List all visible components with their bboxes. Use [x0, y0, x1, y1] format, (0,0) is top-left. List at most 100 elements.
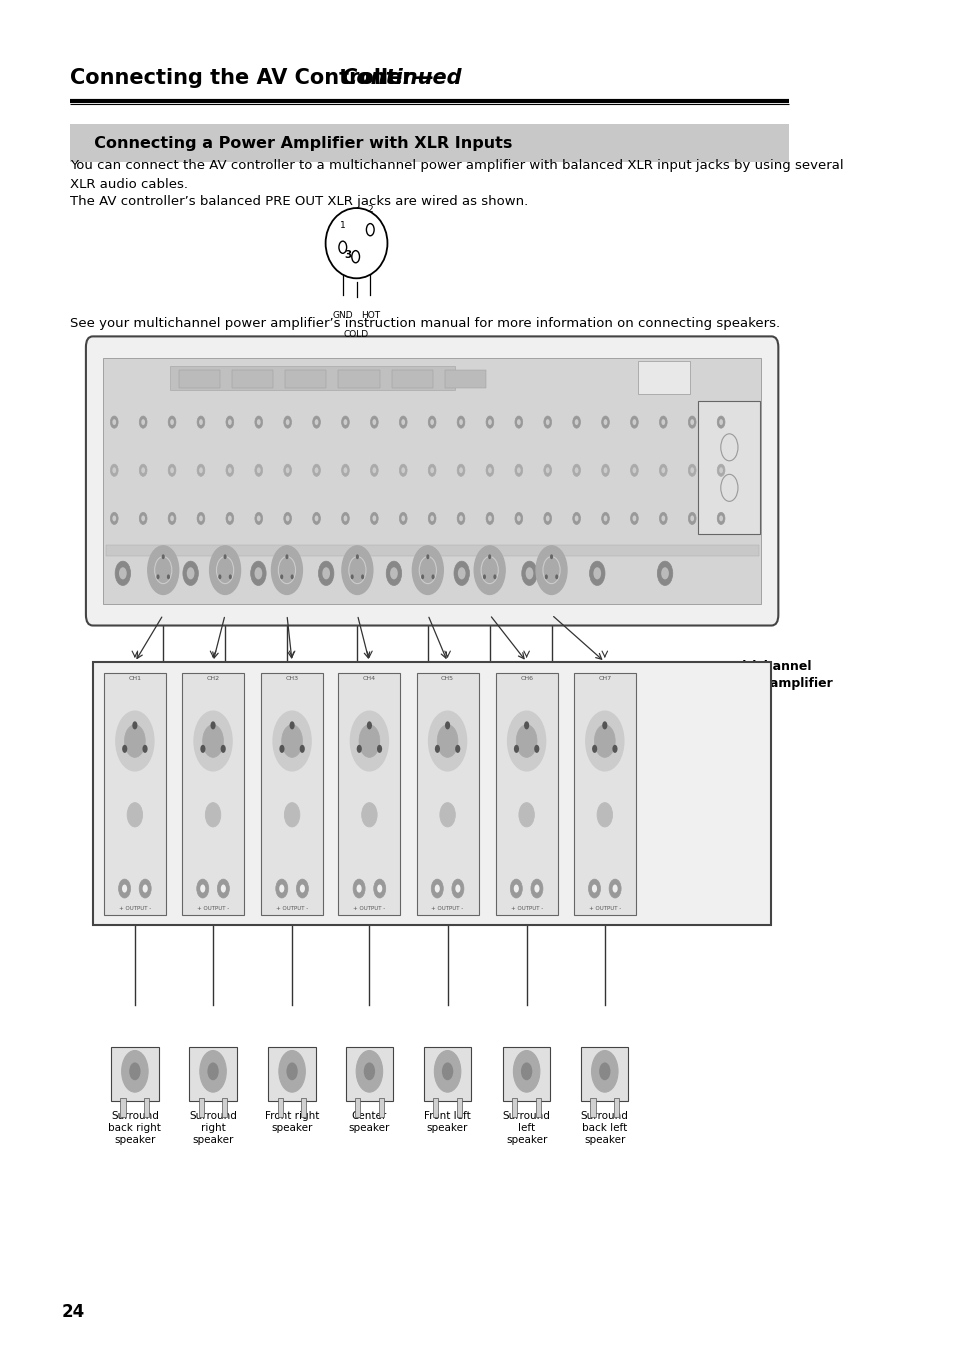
Circle shape [690, 419, 694, 426]
Bar [338, 370, 379, 388]
Bar [444, 370, 486, 388]
Circle shape [119, 567, 127, 580]
Circle shape [112, 467, 116, 473]
Circle shape [370, 512, 377, 524]
Circle shape [370, 416, 377, 428]
Circle shape [132, 721, 137, 730]
Circle shape [401, 467, 405, 473]
Bar [456, 1098, 461, 1117]
Bar [103, 358, 760, 604]
Circle shape [386, 561, 401, 585]
Circle shape [585, 711, 623, 770]
Circle shape [630, 416, 638, 428]
Circle shape [601, 416, 609, 428]
Text: Surround
left
speaker: Surround left speaker [502, 1111, 550, 1144]
Circle shape [591, 885, 597, 893]
Circle shape [514, 885, 518, 893]
Circle shape [350, 711, 388, 770]
Circle shape [603, 516, 607, 521]
Text: + OUTPUT -: + OUTPUT - [118, 907, 151, 912]
Bar [120, 1098, 126, 1117]
Circle shape [254, 465, 262, 477]
Circle shape [430, 467, 434, 473]
Circle shape [690, 516, 694, 521]
Circle shape [286, 419, 289, 426]
Circle shape [142, 744, 148, 753]
Circle shape [444, 721, 450, 730]
Circle shape [591, 1051, 618, 1092]
Circle shape [343, 467, 347, 473]
Circle shape [356, 885, 361, 893]
Text: Center
speaker: Center speaker [349, 1111, 390, 1132]
Circle shape [493, 574, 496, 580]
Circle shape [228, 516, 232, 521]
Circle shape [543, 512, 551, 524]
Circle shape [296, 880, 308, 898]
Circle shape [196, 880, 209, 898]
Bar [423, 1047, 471, 1101]
Bar [638, 361, 689, 394]
Text: Surround
right
speaker: Surround right speaker [189, 1111, 236, 1144]
Circle shape [161, 554, 165, 559]
Circle shape [273, 711, 311, 770]
Circle shape [199, 467, 203, 473]
Bar [92, 662, 771, 925]
Circle shape [688, 416, 696, 428]
Circle shape [361, 802, 376, 827]
Circle shape [545, 516, 549, 521]
Circle shape [139, 416, 147, 428]
Circle shape [515, 416, 522, 428]
Circle shape [341, 546, 373, 594]
Text: CH2: CH2 [206, 676, 219, 681]
Circle shape [688, 465, 696, 477]
Circle shape [632, 516, 636, 521]
Circle shape [660, 419, 664, 426]
Circle shape [544, 574, 547, 580]
Circle shape [341, 416, 349, 428]
Circle shape [286, 516, 289, 521]
Text: CH5: CH5 [440, 676, 454, 681]
Circle shape [719, 467, 722, 473]
Circle shape [525, 567, 533, 580]
Circle shape [630, 465, 638, 477]
Bar [345, 1047, 393, 1101]
Circle shape [314, 516, 318, 521]
Circle shape [428, 465, 436, 477]
Circle shape [601, 721, 607, 730]
Circle shape [431, 880, 443, 898]
Circle shape [441, 1062, 453, 1081]
Circle shape [572, 512, 579, 524]
Circle shape [601, 512, 609, 524]
Circle shape [111, 512, 118, 524]
Circle shape [229, 574, 232, 580]
Circle shape [289, 721, 294, 730]
Circle shape [632, 467, 636, 473]
Circle shape [574, 419, 578, 426]
Circle shape [197, 512, 205, 524]
Bar [301, 1098, 306, 1117]
Circle shape [550, 554, 553, 559]
Circle shape [170, 467, 173, 473]
Circle shape [435, 885, 439, 893]
Circle shape [717, 416, 724, 428]
Circle shape [630, 512, 638, 524]
Circle shape [226, 465, 233, 477]
Circle shape [592, 744, 597, 753]
Bar [614, 1098, 618, 1117]
Circle shape [367, 721, 372, 730]
Circle shape [313, 512, 320, 524]
Circle shape [256, 516, 260, 521]
Circle shape [341, 512, 349, 524]
Circle shape [167, 574, 170, 580]
Circle shape [514, 744, 518, 753]
Bar [338, 673, 400, 915]
Bar [261, 673, 323, 915]
Text: CH6: CH6 [519, 676, 533, 681]
Circle shape [220, 744, 226, 753]
Circle shape [515, 465, 522, 477]
Circle shape [122, 1051, 148, 1092]
Circle shape [372, 516, 375, 521]
Circle shape [455, 885, 460, 893]
Text: Front right
speaker: Front right speaker [265, 1111, 319, 1132]
Circle shape [279, 885, 284, 893]
